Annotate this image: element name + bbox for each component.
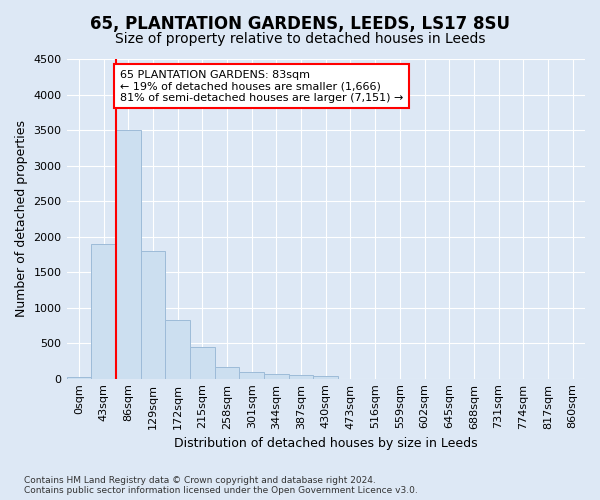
Bar: [190, 346, 215, 378]
X-axis label: Distribution of detached houses by size in Leeds: Distribution of detached houses by size …: [174, 437, 478, 450]
Bar: [264, 374, 289, 378]
Bar: [140, 251, 165, 378]
Bar: [289, 375, 313, 378]
Text: Contains HM Land Registry data © Crown copyright and database right 2024.
Contai: Contains HM Land Registry data © Crown c…: [24, 476, 418, 495]
Bar: [67, 376, 91, 378]
Bar: [313, 376, 338, 378]
Bar: [165, 320, 190, 378]
Text: Size of property relative to detached houses in Leeds: Size of property relative to detached ho…: [115, 32, 485, 46]
Y-axis label: Number of detached properties: Number of detached properties: [15, 120, 28, 318]
Bar: [239, 372, 264, 378]
Bar: [91, 244, 116, 378]
Bar: [116, 130, 140, 378]
Bar: [215, 368, 239, 378]
Text: 65 PLANTATION GARDENS: 83sqm
← 19% of detached houses are smaller (1,666)
81% of: 65 PLANTATION GARDENS: 83sqm ← 19% of de…: [119, 70, 403, 103]
Text: 65, PLANTATION GARDENS, LEEDS, LS17 8SU: 65, PLANTATION GARDENS, LEEDS, LS17 8SU: [90, 15, 510, 33]
